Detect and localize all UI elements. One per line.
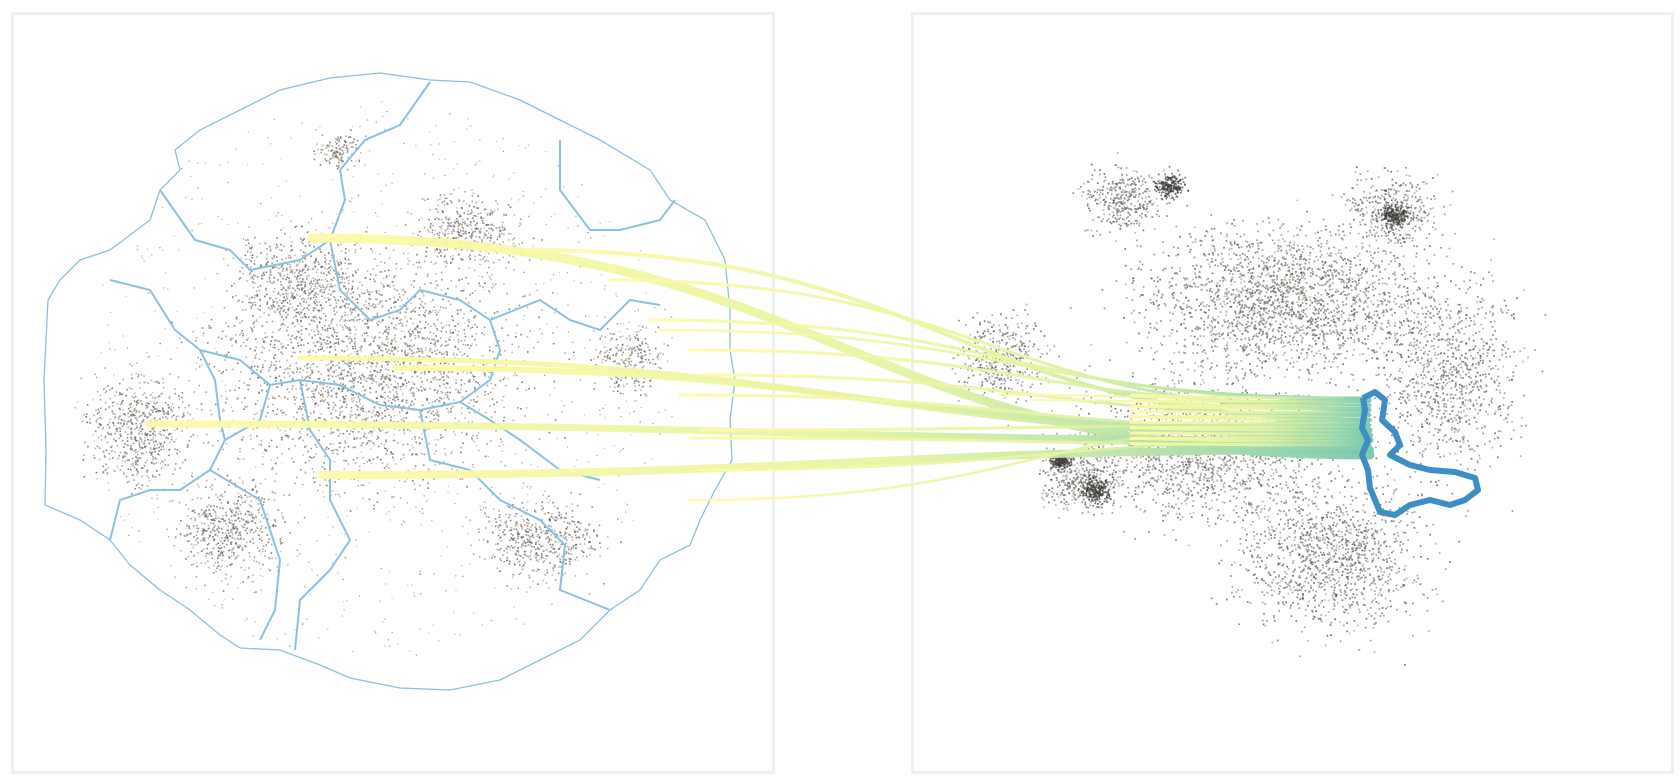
flow-line	[1129, 404, 1371, 411]
flow-line	[1129, 409, 1371, 414]
right-highlighted-region	[1359, 389, 1481, 518]
flow-line	[1129, 393, 1371, 400]
flow-line	[1129, 431, 1371, 436]
correspondence-flows	[144, 233, 1375, 502]
left-point-cloud	[74, 101, 673, 656]
flow-line	[648, 318, 1372, 402]
flow-line	[658, 328, 1372, 400]
flow-line	[1129, 415, 1371, 422]
left-region-boundaries	[43, 72, 736, 691]
flow-line	[1129, 442, 1371, 447]
flow-line	[318, 446, 1374, 479]
right-embedding-panel	[911, 12, 1674, 774]
flow-line	[1129, 436, 1371, 443]
flow-line	[1129, 425, 1371, 432]
left-embedding-panel	[11, 12, 775, 774]
flow-line	[698, 423, 1372, 432]
flow-line	[1129, 399, 1371, 404]
flow-line	[1129, 420, 1371, 425]
